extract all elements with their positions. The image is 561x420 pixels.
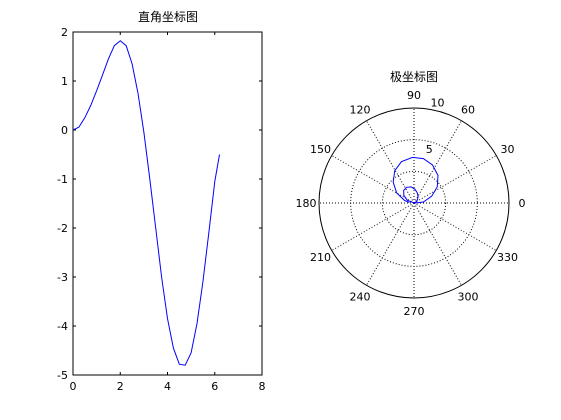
x-tick-label: 2 <box>117 380 124 393</box>
polar-radius-label: 5 <box>426 143 433 156</box>
y-tick-label: 0 <box>61 124 68 137</box>
polar-angle-label: 240 <box>350 291 371 304</box>
polar-angle-label: 270 <box>404 305 425 318</box>
polar-angle-label: 330 <box>497 251 518 264</box>
polar-angle-label: 0 <box>519 197 526 210</box>
x-tick-label: 0 <box>70 380 77 393</box>
y-tick-label: -3 <box>57 271 68 284</box>
cartesian-series-line <box>72 40 220 366</box>
polar-labels: 0 30 60 90 120 150 180 210 240 270 300 330 5 10 <box>296 89 526 318</box>
polar-angle-label: 90 <box>407 89 421 102</box>
cartesian-ticks <box>72 31 263 376</box>
polar-title: 极坐标图 <box>390 70 438 84</box>
y-tick-label: -2 <box>57 222 68 235</box>
polar-chart: 极坐标图 0 30 60 90 120 150 180 210 240 270 300 330 5 10 <box>296 70 526 318</box>
y-tick-label: -4 <box>57 320 68 333</box>
y-tick-label: -5 <box>57 369 68 382</box>
polar-spoke <box>331 155 415 204</box>
x-tick-label: 8 <box>259 380 266 393</box>
y-tick-label: -1 <box>57 173 68 186</box>
polar-outer-circle <box>318 107 510 299</box>
x-tick-label: 4 <box>164 380 171 393</box>
x-tick-label: 6 <box>211 380 218 393</box>
polar-angle-label: 210 <box>310 251 331 264</box>
y-tick-label: 2 <box>61 26 68 39</box>
polar-spoke <box>331 202 415 251</box>
cartesian-tick-labels: 0 2 4 6 8 -5 -4 -3 -2 -1 0 1 2 <box>57 26 265 393</box>
polar-spoke <box>366 120 415 204</box>
polar-angle-label: 60 <box>461 103 475 116</box>
cartesian-chart: 直角坐标图 0 2 4 6 8 -5 -4 -3 -2 -1 0 1 2 <box>57 10 265 393</box>
polar-angle-label: 30 <box>501 143 515 156</box>
polar-radius-label: 10 <box>430 96 444 109</box>
polar-grid-circle <box>381 170 447 236</box>
polar-angle-label: 180 <box>296 197 317 210</box>
polar-spoke <box>413 202 462 286</box>
polar-spoke <box>413 155 497 204</box>
polar-angle-label: 150 <box>310 143 331 156</box>
polar-spoke <box>413 120 462 204</box>
polar-grid <box>318 107 510 299</box>
polar-angle-label: 300 <box>458 291 479 304</box>
polar-spoke <box>413 202 497 251</box>
cartesian-plot-area <box>72 31 263 376</box>
y-tick-label: 1 <box>61 75 68 88</box>
cartesian-title: 直角坐标图 <box>138 10 198 24</box>
polar-series-line <box>392 156 439 204</box>
polar-angle-label: 120 <box>350 103 371 116</box>
polar-spoke <box>366 202 415 286</box>
